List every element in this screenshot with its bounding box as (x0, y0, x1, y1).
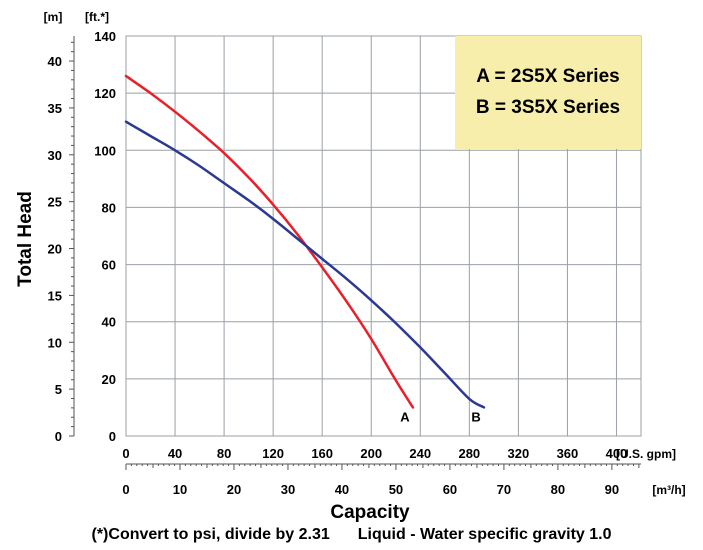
y-left-tick-label: 40 (48, 54, 62, 69)
y-left-tick-label: 5 (55, 382, 62, 397)
x-gpm-tick-label: 200 (360, 446, 382, 461)
y-ft-tick-label: 120 (94, 86, 116, 101)
y-left-unit: [m] (44, 10, 63, 24)
x-bottom-unit: [m³/h] (652, 483, 685, 497)
x-m3h-tick-label: 30 (281, 482, 295, 497)
y-ft-tick-label: 140 (94, 29, 116, 44)
legend-entry-a: A = 2S5X Series (476, 66, 619, 87)
x-gpm-tick-label: 360 (557, 446, 579, 461)
series-curve-b (124, 120, 486, 409)
series-label-a: A (400, 409, 410, 424)
y-left-tick-label: 15 (48, 288, 62, 303)
x-m3h-tick-label: 70 (497, 482, 511, 497)
x-gpm-tick-label: 40 (168, 446, 182, 461)
x-m3h-tick-label: 50 (389, 482, 403, 497)
y-left-tick-label: 30 (48, 148, 62, 163)
y-ft-tick-label: 60 (102, 258, 116, 273)
x-gpm-tick-label: 320 (508, 446, 530, 461)
y-left-tick-label: 10 (48, 335, 62, 350)
series-label-b: B (471, 409, 480, 424)
y-left-tick-label: 0 (55, 429, 62, 444)
y-left-tick-label: 25 (48, 195, 62, 210)
y-ft-tick-label: 0 (109, 429, 116, 444)
x-axis-title: Capacity (330, 502, 410, 523)
y-ft-tick-label: 20 (102, 372, 116, 387)
legend-box (455, 36, 641, 149)
x-m3h-tick-label: 60 (443, 482, 457, 497)
y-right-unit: [ft.*] (85, 10, 109, 24)
x-m3h-tick-label: 10 (173, 482, 187, 497)
chart-legend: A = 2S5X Series B = 3S5X Series (455, 36, 641, 149)
y-ft-tick-label: 80 (102, 200, 116, 215)
footnote-liquid: Liquid - Water specific gravity 1.0 (357, 526, 612, 543)
footnote-conversion: (*)Convert to psi, divide by 2.31 (91, 526, 330, 543)
x-m3h-tick-label: 40 (335, 482, 349, 497)
x-gpm-tick-label: 120 (262, 446, 284, 461)
y-left-tick-label: 20 (48, 242, 62, 257)
x-gpm-tick-label: 240 (409, 446, 431, 461)
x-top-unit: [U.S. gpm] (616, 447, 676, 461)
x-m3h-tick-label: 80 (551, 482, 565, 497)
x-m3h-tick-label: 20 (227, 482, 241, 497)
y-ft-tick-label: 40 (102, 315, 116, 330)
x-gpm-tick-label: 0 (122, 446, 129, 461)
x-m3h-tick-label: 90 (605, 482, 619, 497)
y-left-tick-label: 35 (48, 101, 62, 116)
x-gpm-tick-label: 80 (217, 446, 231, 461)
x-gpm-tick-label: 160 (311, 446, 333, 461)
legend-entry-b: B = 3S5X Series (476, 97, 620, 118)
footnote: (*)Convert to psi, divide by 2.31 Liquid … (0, 526, 703, 544)
y-ft-tick-label: 100 (94, 143, 116, 158)
x-gpm-tick-label: 280 (458, 446, 480, 461)
x-gpm-tick-label: 400 (606, 446, 628, 461)
y-axis-title: Total Head (15, 191, 36, 287)
series-curve-a (124, 74, 415, 409)
x-m3h-tick-label: 0 (122, 482, 129, 497)
